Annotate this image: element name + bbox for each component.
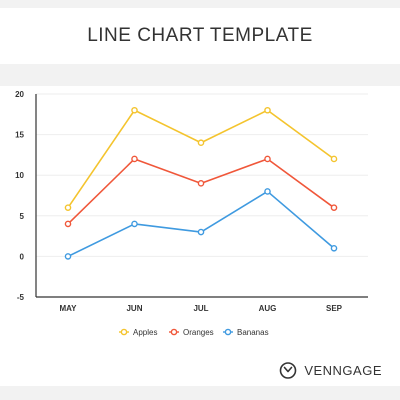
legend-marker [224, 328, 232, 336]
y-tick-label: 0 [20, 252, 25, 261]
legend: Apples Oranges Bananas [119, 328, 269, 337]
data-point-bananas [197, 228, 205, 236]
data-point-apples [330, 155, 338, 163]
legend-label: Apples [133, 328, 157, 337]
title-bar: LINE CHART TEMPLATE [0, 8, 400, 64]
x-tick-label: AUG [259, 304, 277, 313]
venngage-logo-icon [280, 362, 297, 379]
data-point-apples [264, 106, 271, 114]
chart-area: -5 0 5 10 15 20 MAY JUN JUL AUG SEP Apples Oranges… [0, 64, 400, 354]
data-point-oranges [264, 155, 271, 163]
line-chart: -5 0 5 10 15 20 MAY JUN JUL AUG SEP Apples Oranges… [0, 64, 400, 354]
series-points [64, 106, 338, 260]
data-point-oranges [64, 220, 72, 228]
data-point-oranges [197, 180, 205, 187]
data-point-bananas [330, 244, 338, 252]
x-tick-label: JUL [193, 304, 208, 313]
brand: VENNGAGE [278, 360, 382, 380]
legend-marker [120, 328, 128, 336]
footer: VENNGAGE [0, 354, 400, 386]
data-point-oranges [131, 155, 138, 163]
y-tick-label: 20 [15, 90, 24, 99]
data-point-bananas [264, 188, 271, 195]
y-tick-label: 5 [20, 212, 25, 221]
legend-marker [170, 328, 178, 336]
gridlines [36, 93, 368, 257]
data-point-oranges [330, 204, 338, 211]
data-point-apples [64, 204, 72, 211]
data-point-bananas [64, 253, 72, 260]
y-axis-ticks: -5 0 5 10 15 20 [15, 90, 24, 302]
brand-name: VENNGAGE [304, 362, 382, 378]
y-tick-label: 10 [15, 171, 24, 180]
x-axis-ticks: MAY JUN JUL AUG SEP [59, 304, 342, 313]
chart-panel [0, 86, 400, 354]
data-point-apples [131, 106, 138, 114]
legend-label: Oranges [183, 328, 214, 337]
legend-label: Bananas [237, 328, 269, 337]
y-tick-label: 15 [15, 131, 24, 140]
x-tick-label: SEP [326, 304, 343, 313]
x-tick-label: MAY [59, 304, 77, 313]
chart-title: LINE CHART TEMPLATE [87, 25, 313, 46]
data-point-bananas [131, 220, 138, 228]
x-tick-label: JUN [126, 304, 142, 313]
y-tick-label: -5 [17, 293, 25, 302]
axes [35, 94, 368, 298]
data-point-apples [197, 139, 205, 147]
